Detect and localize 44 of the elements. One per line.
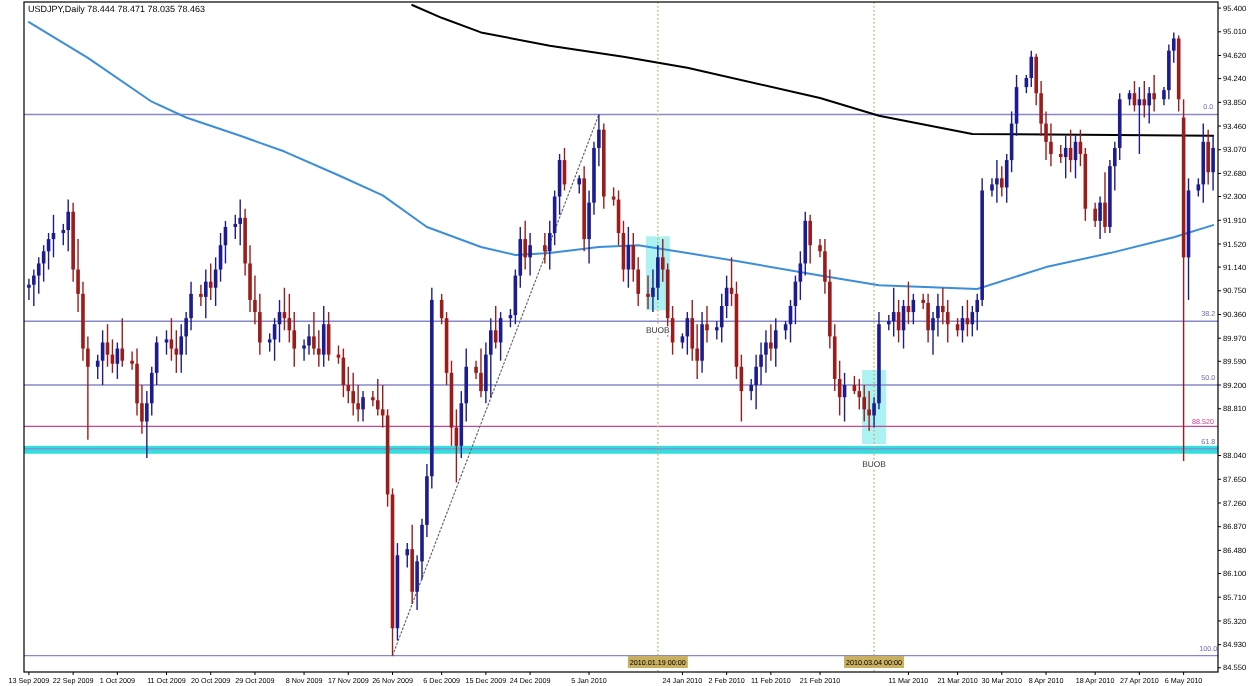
line-series [27,21,1215,290]
candlestick [488,317,493,398]
candlestick [926,293,930,344]
candlestick [1211,135,1215,192]
candlestick [769,323,773,362]
candlestick [1103,171,1107,234]
candlestick [1029,49,1034,88]
candlestick [66,198,71,252]
candlestick [199,284,203,307]
candlestick [1142,80,1147,119]
candlestick [27,277,31,301]
candlestick [1058,144,1063,164]
candlestick [646,274,650,310]
candlestick [351,372,356,417]
candlestick [543,232,547,265]
candlestick [995,159,999,204]
candlestick [204,268,208,319]
candlestick [361,390,365,423]
candlestick [321,305,326,368]
candlestick [528,232,532,277]
candlestick [1201,122,1206,204]
candlestick [410,524,414,605]
candlestick [891,287,896,338]
candlestick [1098,195,1102,240]
candlestick [1206,128,1210,186]
candlestick [867,390,871,432]
candlestick [700,311,704,374]
candlestick [479,347,483,398]
candlestick [523,220,527,271]
candlestick [1000,165,1004,198]
candlestick [862,384,867,423]
candlestick [1093,201,1097,228]
candlestick [577,174,582,195]
candlestick [307,323,311,356]
candlestick [1152,74,1156,113]
candlestick [1147,86,1152,125]
candlestick [120,317,125,368]
candlestick [705,305,709,344]
candlestick [208,262,213,301]
candlestick [808,214,812,265]
candlestick [773,317,778,368]
candlestick [405,542,410,569]
candlestick [493,305,498,350]
candlestick [238,198,242,246]
